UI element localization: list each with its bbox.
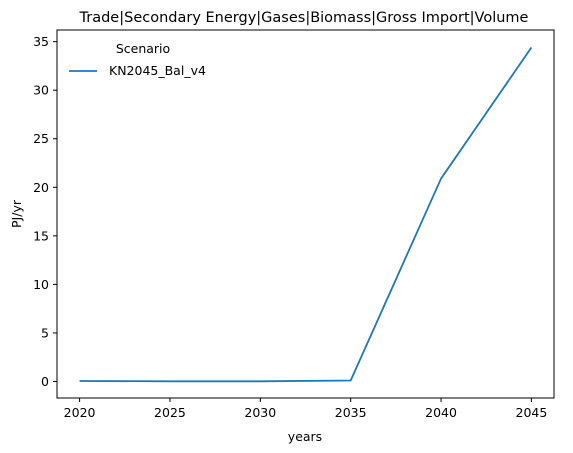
- plot-frame: [56, 29, 555, 399]
- y-tick-label: 0: [41, 374, 49, 389]
- y-tick-label: 20: [33, 180, 49, 195]
- x-tick-label: 2025: [154, 405, 186, 420]
- y-tick-label: 25: [33, 131, 49, 146]
- x-tick-label: 2040: [425, 405, 457, 420]
- x-axis-label: years: [288, 429, 322, 444]
- y-tick-label: 35: [33, 34, 49, 49]
- y-tick-label: 15: [33, 228, 49, 243]
- series-layer: [79, 46, 533, 383]
- legend: Scenario KN2045_Bal_v4: [69, 41, 206, 78]
- y-tick-label: 5: [41, 325, 49, 340]
- legend-label: KN2045_Bal_v4: [109, 63, 206, 78]
- x-tick-label: 2045: [516, 405, 548, 420]
- x-tick-label: 2020: [64, 405, 96, 420]
- y-axis-label: PJ/yr: [9, 199, 24, 228]
- y-tick-label: 30: [33, 83, 49, 98]
- y-axis: 0 5 10 15 20 25 30 35: [33, 34, 57, 389]
- series-line: [79, 46, 533, 383]
- x-tick-label: 2035: [335, 405, 367, 420]
- y-tick-label: 10: [33, 277, 49, 292]
- x-axis: 2020 2025 2030 2035 2040 2045: [64, 398, 548, 420]
- x-tick-label: 2030: [244, 405, 276, 420]
- plot-area: [56, 29, 555, 399]
- legend-title: Scenario: [116, 41, 170, 56]
- chart-title: Trade|Secondary Energy|Gases|Biomass|Gro…: [79, 10, 529, 26]
